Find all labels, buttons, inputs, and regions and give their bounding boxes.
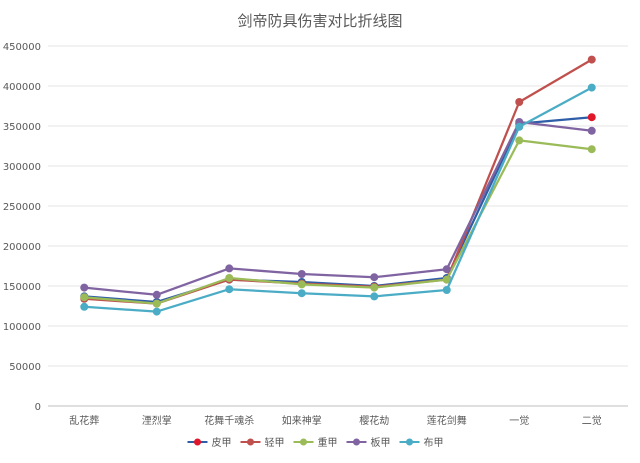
data-point bbox=[297, 289, 306, 298]
y-axis-tick-labels: 0 50000 100000 150000 200000 250000 300000 3500… bbox=[3, 42, 41, 413]
series-line bbox=[84, 116, 592, 304]
legend-label: 布甲 bbox=[424, 437, 444, 449]
series-lines bbox=[80, 55, 596, 316]
data-point bbox=[297, 280, 306, 289]
data-point bbox=[587, 145, 596, 154]
data-point bbox=[515, 98, 524, 106]
data-point bbox=[442, 286, 451, 294]
legend-item: 重甲 bbox=[293, 436, 338, 449]
x-axis-tick-labels: 乱花葬 湮烈掌 花舞千魂杀 如来神掌 樱花劫 莲花剑舞 一觉 二觉 bbox=[69, 414, 602, 427]
data-point bbox=[515, 122, 524, 131]
data-point bbox=[442, 275, 451, 284]
legend-marker bbox=[406, 438, 413, 446]
data-point bbox=[152, 307, 161, 316]
series-3 bbox=[80, 118, 596, 299]
series-line bbox=[84, 86, 593, 313]
chart-title: 剑帝防具伤害对比折线图 bbox=[237, 12, 402, 30]
data-point bbox=[442, 265, 451, 274]
y-tick-label: 200000 bbox=[3, 242, 41, 253]
legend-label: 轻甲 bbox=[265, 436, 285, 449]
data-point bbox=[370, 292, 379, 301]
data-point bbox=[370, 283, 379, 292]
y-tick-label: 350000 bbox=[3, 122, 41, 133]
data-point bbox=[297, 270, 306, 278]
data-point bbox=[587, 126, 596, 135]
legend-label: 板甲 bbox=[371, 436, 391, 449]
grid-lines bbox=[48, 45, 628, 407]
y-tick-label: 400000 bbox=[3, 82, 41, 93]
x-tick-label: 如来神掌 bbox=[282, 414, 322, 427]
series-4 bbox=[80, 83, 596, 316]
series-line bbox=[84, 139, 592, 305]
legend-marker bbox=[353, 438, 360, 446]
data-point bbox=[587, 113, 596, 122]
y-tick-label: 450000 bbox=[3, 42, 41, 53]
y-tick-label: 0 bbox=[35, 402, 41, 413]
data-point bbox=[152, 290, 161, 299]
data-point bbox=[370, 273, 379, 282]
y-tick-label: 100000 bbox=[3, 322, 41, 333]
data-point bbox=[587, 83, 596, 92]
series-1 bbox=[80, 55, 596, 308]
legend-label: 皮甲 bbox=[212, 436, 232, 449]
legend-item: 轻甲 bbox=[240, 436, 285, 449]
x-tick-label: 莲花剑舞 bbox=[427, 414, 467, 427]
y-tick-label: 150000 bbox=[3, 282, 41, 293]
data-point bbox=[80, 293, 89, 302]
x-tick-label: 乱花葬 bbox=[69, 414, 99, 427]
x-tick-label: 樱花劫 bbox=[359, 414, 389, 427]
legend-marker bbox=[300, 438, 307, 446]
x-tick-label: 一觉 bbox=[509, 415, 529, 427]
data-point bbox=[152, 299, 161, 308]
data-point bbox=[80, 302, 89, 311]
legend-item: 板甲 bbox=[346, 436, 391, 449]
x-tick-label: 花舞千魂杀 bbox=[204, 414, 254, 427]
legend-item: 布甲 bbox=[399, 437, 444, 449]
series-line bbox=[84, 120, 592, 296]
data-point bbox=[225, 274, 234, 282]
y-tick-label: 50000 bbox=[9, 362, 41, 373]
x-tick-label: 二觉 bbox=[582, 415, 602, 427]
data-point bbox=[80, 283, 89, 292]
data-point bbox=[515, 136, 524, 145]
series-line bbox=[84, 58, 593, 305]
legend-marker bbox=[247, 438, 254, 446]
data-point bbox=[587, 55, 596, 64]
legend-item: 皮甲 bbox=[187, 436, 232, 449]
x-tick-label: 湮烈掌 bbox=[142, 415, 172, 427]
legend: 皮甲 轻甲 重甲 板甲 布甲 bbox=[187, 436, 444, 449]
legend-marker bbox=[194, 438, 201, 446]
legend-label: 重甲 bbox=[318, 436, 338, 449]
data-point bbox=[225, 264, 234, 273]
y-tick-label: 250000 bbox=[3, 202, 41, 213]
y-tick-label: 300000 bbox=[3, 162, 41, 173]
data-point bbox=[225, 285, 234, 294]
series-2 bbox=[80, 136, 596, 308]
